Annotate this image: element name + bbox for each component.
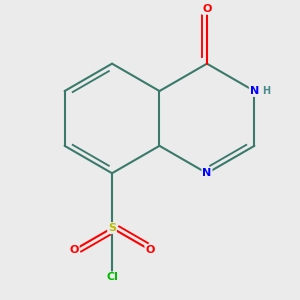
Text: N: N — [202, 168, 212, 178]
Text: O: O — [145, 245, 155, 255]
Text: O: O — [69, 245, 79, 255]
Text: S: S — [108, 223, 116, 233]
Text: O: O — [202, 4, 212, 14]
Text: H: H — [262, 86, 270, 96]
Text: N: N — [250, 86, 259, 96]
Text: Cl: Cl — [106, 272, 118, 282]
